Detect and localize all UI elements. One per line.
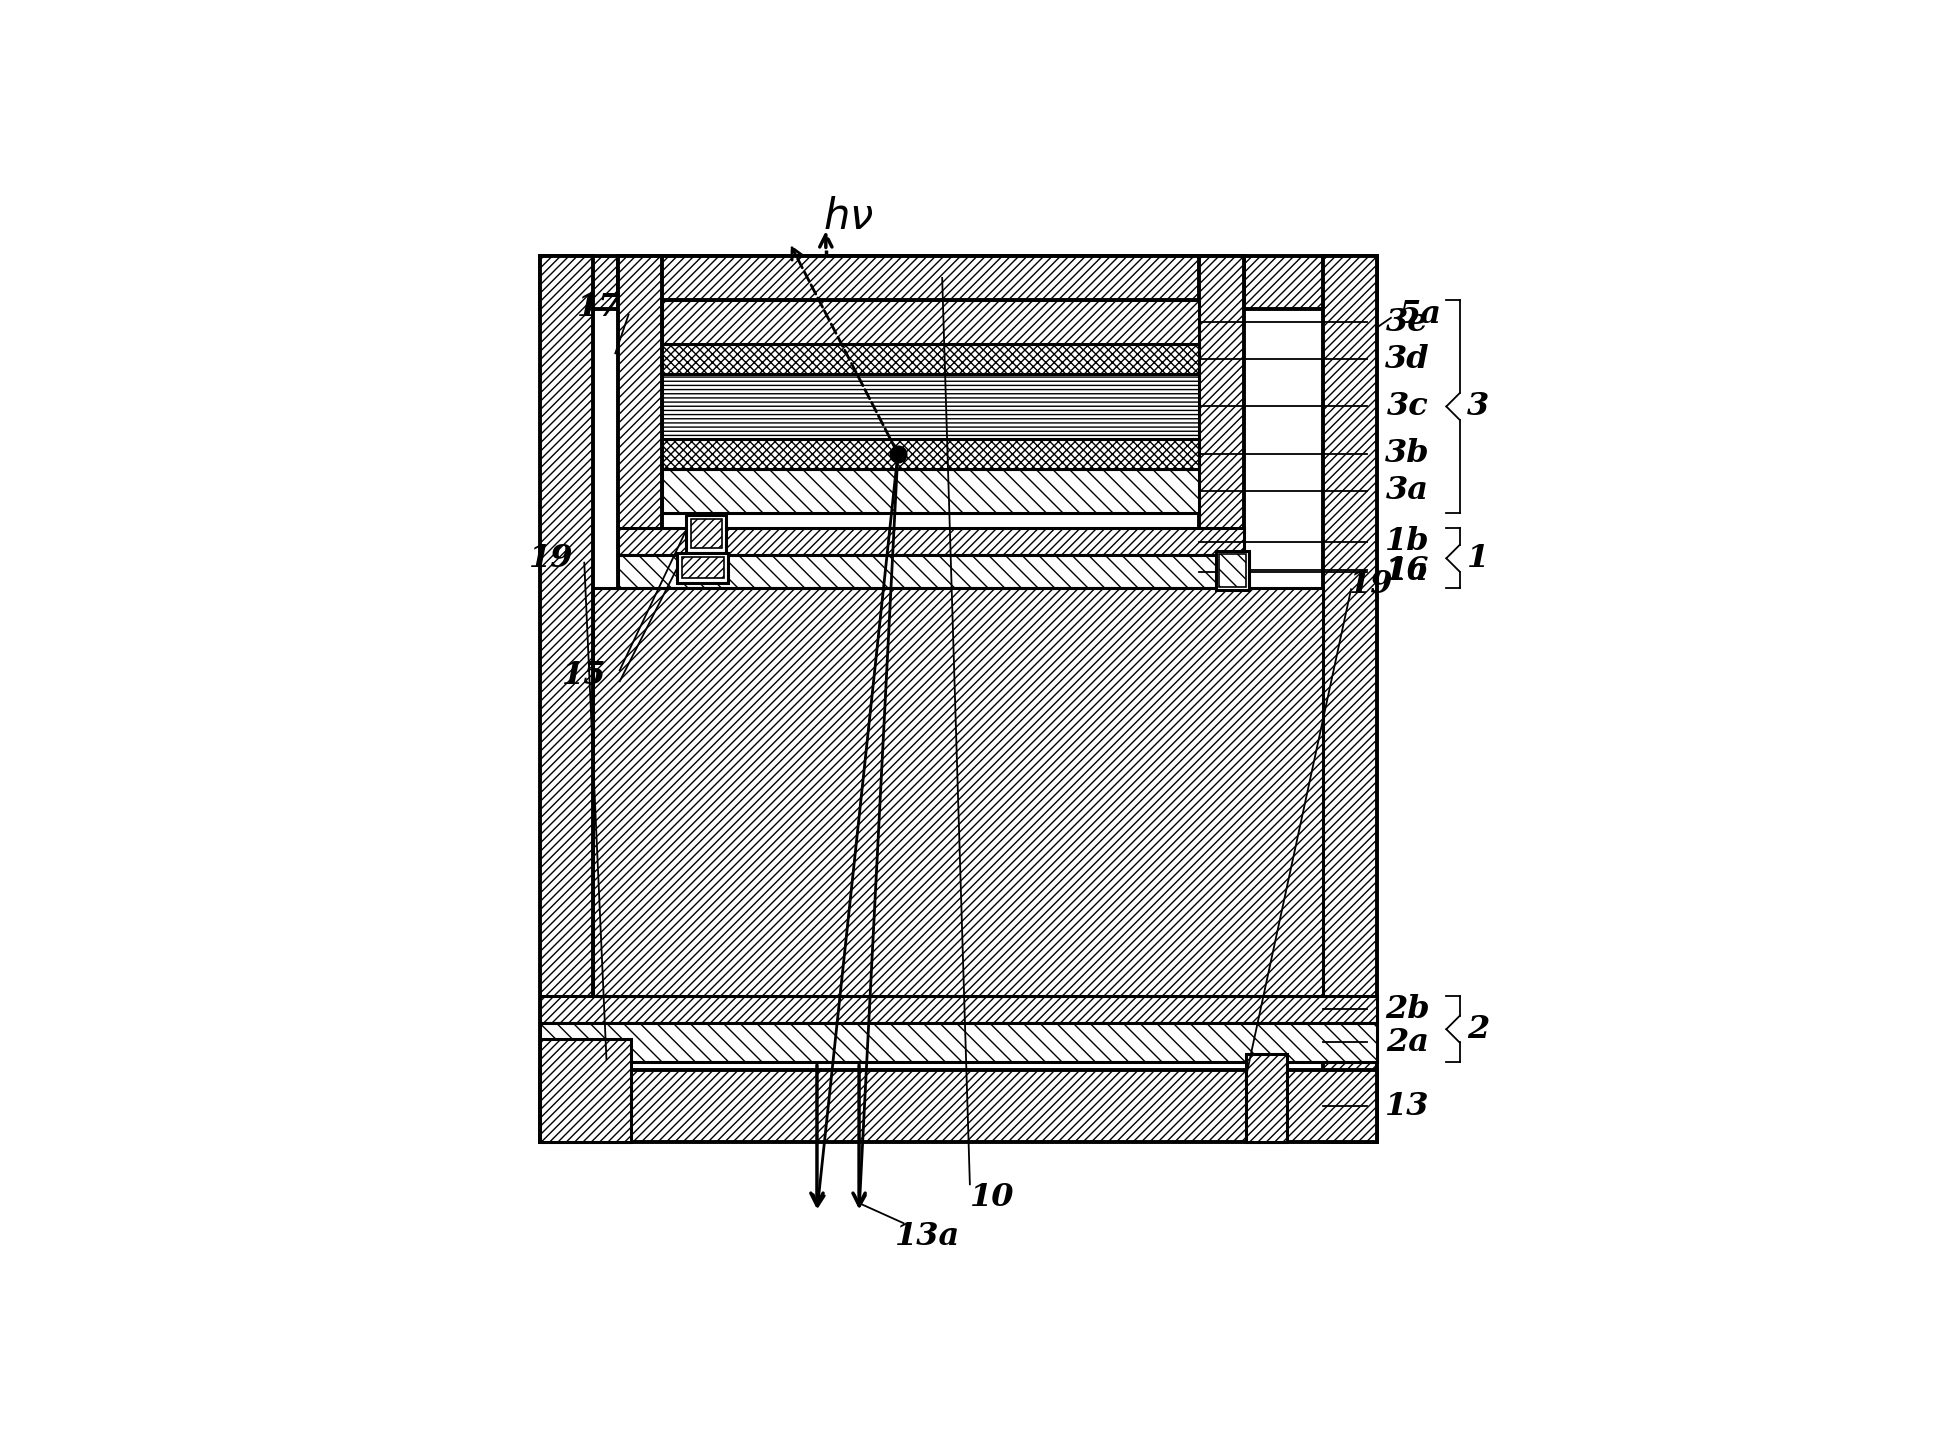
Bar	[1322, 256, 1377, 1143]
Bar	[593, 589, 1322, 996]
Text: 3: 3	[1466, 391, 1489, 422]
Bar	[661, 439, 1198, 469]
Text: 2b: 2b	[1384, 994, 1429, 1025]
Text: 5a: 5a	[1398, 299, 1441, 330]
Text: 13a: 13a	[894, 1220, 960, 1252]
Text: 3b: 3b	[1384, 437, 1429, 469]
Bar	[539, 256, 1377, 309]
Text: 19: 19	[529, 543, 574, 574]
Bar	[539, 256, 593, 1143]
Bar	[690, 519, 721, 548]
Text: 3d: 3d	[1384, 344, 1429, 376]
Text: 2: 2	[1466, 1013, 1489, 1045]
Text: 1b: 1b	[1384, 527, 1429, 557]
Bar	[539, 996, 1377, 1023]
Bar	[661, 374, 1198, 439]
Bar	[1198, 256, 1243, 837]
Text: 15: 15	[562, 661, 607, 691]
Bar	[661, 301, 1198, 344]
Bar	[677, 553, 727, 583]
Bar	[539, 1023, 1377, 1062]
Bar	[1218, 554, 1245, 587]
Bar	[686, 515, 725, 553]
Bar	[617, 256, 661, 837]
Text: 19: 19	[1348, 570, 1392, 600]
Text: 1a: 1a	[1384, 555, 1429, 587]
Text: 1: 1	[1466, 543, 1489, 574]
Bar	[539, 1071, 1377, 1143]
Bar	[617, 528, 1243, 555]
Text: 3a: 3a	[1384, 475, 1429, 507]
Bar	[617, 555, 1243, 589]
Text: 2a: 2a	[1384, 1027, 1429, 1058]
Bar	[661, 344, 1198, 374]
Text: 17: 17	[576, 292, 620, 324]
Bar	[1216, 551, 1249, 590]
Text: $h\nu$: $h\nu$	[822, 196, 873, 237]
Bar	[681, 557, 723, 578]
Bar	[1245, 1053, 1286, 1143]
Text: 3c: 3c	[1386, 391, 1427, 422]
Bar	[539, 1039, 630, 1143]
Bar	[617, 256, 1243, 301]
Text: 13: 13	[1384, 1091, 1429, 1121]
Bar	[661, 469, 1198, 512]
Text: 10: 10	[970, 1181, 1014, 1213]
Text: 3e: 3e	[1386, 307, 1429, 338]
Text: 16: 16	[1384, 555, 1429, 586]
